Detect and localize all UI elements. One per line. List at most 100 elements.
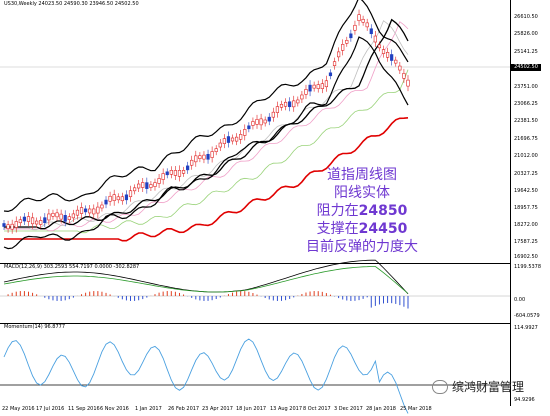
candle-body (394, 59, 398, 64)
candle-body (6, 224, 10, 230)
candle-body (337, 51, 341, 58)
x-tick: 28 Jan 2018 (366, 406, 396, 412)
candle-body (198, 155, 202, 159)
candle-body (79, 207, 84, 214)
candle-body (365, 22, 369, 28)
candle-body (230, 137, 235, 142)
candle-body (157, 178, 161, 184)
momentum-line (3, 338, 409, 414)
annotation-line: 支撑在24450 (282, 220, 442, 238)
candle-body (251, 121, 255, 126)
candle-body (161, 173, 165, 180)
price-ytick: 22381.50 (514, 118, 538, 124)
candle-body (402, 73, 406, 79)
candle-body (26, 216, 31, 222)
price-ytick: 18272.00 (514, 222, 538, 228)
momentum-panel[interactable] (0, 323, 510, 407)
candle-body (275, 106, 280, 113)
candle-body (279, 103, 284, 108)
price-axis (510, 0, 550, 406)
candle-body (112, 194, 116, 201)
macd-header: MACD(12,26,9) 303.2593 554.7197 0.0000 -… (4, 264, 140, 270)
candle-body (226, 136, 231, 143)
candle-body (55, 212, 59, 218)
chart-annotation: 道指周线图 阳线实体 阻力在24850 支撑在24450 目前反弹的力度大 (282, 166, 442, 256)
macd-ytick: 0.00 (514, 297, 526, 303)
candle-body (75, 209, 80, 216)
candle-body (59, 213, 63, 220)
price-ytick: 23066.25 (514, 101, 538, 107)
candle-body (267, 116, 271, 122)
candle-body (406, 79, 410, 87)
x-tick: 25 Mar 2018 (400, 406, 432, 412)
current-price-tag: 24502.50 (511, 64, 541, 71)
macd-signal-line (3, 266, 409, 294)
candle-body (108, 195, 112, 202)
price-ytick: 20327.25 (514, 171, 538, 177)
candle-body (341, 44, 345, 51)
candle-body (177, 170, 182, 177)
annotation-line: 阻力在24850 (282, 202, 442, 220)
candle-body (398, 65, 402, 71)
ma-black-line (4, 18, 409, 230)
candle-body (84, 208, 88, 213)
candle-body (63, 215, 67, 222)
ma-green-line (4, 69, 409, 234)
candle-body (332, 61, 337, 66)
candle-body (18, 219, 22, 224)
bollinger-upper-line (3, 0, 409, 213)
candle-body (153, 182, 157, 187)
candle-body (51, 212, 55, 217)
candle-body (92, 208, 96, 215)
candle-body (10, 223, 14, 230)
candle-body (255, 119, 259, 125)
candle-body (132, 187, 137, 192)
price-header: US30,Weekly 24023.50 24590.30 23946.50 2… (4, 1, 139, 7)
candle-body (390, 54, 394, 61)
candle-body (235, 136, 239, 142)
candle-body (71, 213, 75, 219)
momentum-header: Momentum(14) 96.8777 (4, 324, 66, 330)
price-ytick: 21012.00 (514, 153, 538, 159)
candle-body (283, 101, 288, 107)
price-ytick: 25141.25 (514, 49, 538, 55)
candle-body (124, 194, 129, 201)
candle-body (43, 217, 47, 223)
candle-body (100, 204, 104, 209)
annotation-support-value: 24450 (358, 221, 408, 237)
candle-body (373, 35, 377, 43)
candle-body (30, 217, 35, 225)
price-ytick: 18957.75 (514, 205, 538, 211)
candle-body (324, 80, 328, 88)
ma-gray-line (4, 20, 409, 231)
x-tick: 18 Jun 2017 (236, 406, 267, 412)
price-ytick: 26610.50 (514, 14, 538, 20)
candle-body (35, 220, 39, 225)
candle-body (218, 142, 222, 148)
x-tick: 8 Oct 2017 (303, 406, 331, 412)
watermark-text: 缤鸿财富管理 (452, 380, 525, 394)
candle-body (214, 148, 218, 152)
annotation-line: 目前反弹的力度大 (306, 239, 418, 255)
x-tick: 3 Dec 2017 (334, 406, 363, 412)
bollinger-lower-line (3, 36, 409, 250)
candle-body (349, 33, 353, 39)
candle-body (300, 94, 304, 100)
price-ytick: 17587.25 (514, 239, 538, 245)
candle-body (67, 216, 71, 220)
candle-body (210, 151, 214, 158)
price-ytick: 25826.00 (514, 31, 538, 37)
annotation-line: 阳线实体 (334, 185, 390, 201)
price-ytick: 23751.00 (514, 84, 538, 90)
candle-body (202, 154, 206, 160)
macd-ytick: 1199.5378 (514, 264, 542, 270)
candle-body (181, 170, 186, 174)
x-tick: 13 Aug 2017 (270, 406, 303, 412)
candle-body (296, 99, 300, 104)
candle-body (308, 84, 312, 92)
candle-body (357, 14, 361, 21)
annotation-resistance-value: 24850 (358, 203, 408, 219)
price-ytick: 19642.50 (514, 188, 538, 194)
candle-body (116, 196, 120, 201)
